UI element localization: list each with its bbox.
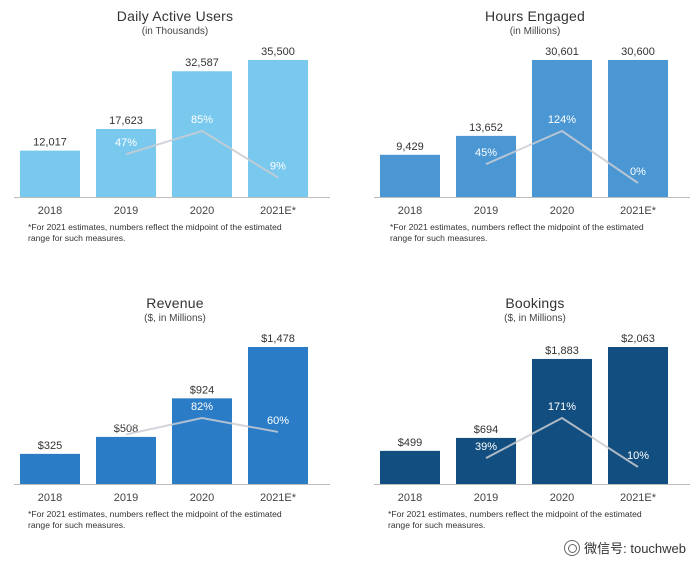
growth-label: 85%	[191, 114, 213, 126]
chart-panel-daily-active-users: Daily Active Users (in Thousands) 12,017…	[10, 0, 340, 270]
chart-footnote: *For 2021 estimates, numbers reflect the…	[28, 222, 328, 244]
bar-value-label: 9,429	[396, 141, 424, 153]
bar-value-label: $499	[398, 437, 422, 449]
bar-chart-svg: $499 2018 $694 2019 $1,883 2020 $2,063 2021E* 39…	[374, 333, 690, 504]
x-tick-label: 2018	[398, 205, 422, 217]
chart-footnote: *For 2021 estimates, numbers reflect the…	[388, 509, 688, 531]
bar-2018	[380, 154, 440, 197]
bar-value-label: $924	[190, 384, 214, 396]
x-tick-label: 2018	[38, 205, 62, 217]
x-tick-label: 2021E*	[260, 492, 297, 504]
x-tick-label: 2021E*	[260, 205, 297, 217]
growth-line	[125, 129, 279, 179]
watermark-text: 微信号: touchweb	[584, 541, 686, 556]
growth-label: 45%	[475, 147, 497, 159]
growth-line	[485, 416, 639, 468]
chart-panel-bookings: Bookings ($, in Millions) $499 2018 $694 20…	[370, 287, 700, 557]
bar-value-label: $508	[114, 423, 138, 435]
growth-label: 0%	[630, 166, 646, 178]
bar-value-label: 12,017	[33, 137, 67, 149]
bar-value-label: 30,600	[621, 46, 655, 58]
bar-value-label: 17,623	[109, 115, 143, 127]
bar-2019	[96, 436, 156, 484]
bar-2020	[172, 71, 232, 197]
chart-subtitle: (in Thousands)	[141, 26, 209, 37]
footnote-line-2: range for such measures.	[28, 233, 126, 243]
bar-2021E	[608, 347, 668, 484]
chart-footnote: *For 2021 estimates, numbers reflect the…	[28, 509, 328, 531]
footnote-line-2: range for such measures.	[388, 520, 486, 530]
bar-value-label: 32,587	[185, 57, 219, 69]
bar-2019	[456, 135, 516, 197]
x-tick-label: 2020	[190, 205, 214, 217]
growth-label: 9%	[270, 160, 286, 172]
chart-title: Daily Active Users	[116, 8, 234, 24]
chart-subtitle: (in Millions)	[509, 26, 561, 37]
chart-title: Hours Engaged	[485, 8, 585, 24]
x-tick-label: 2019	[114, 205, 138, 217]
chart-panel-hours-engaged: Hours Engaged (in Millions) 9,429 2018 13,…	[370, 0, 700, 270]
bar-2021E	[608, 60, 668, 197]
growth-label: 56%	[115, 417, 137, 429]
x-tick-label: 2018	[398, 492, 422, 504]
wechat-icon	[564, 539, 581, 556]
chart-subtitle: ($, in Millions)	[144, 313, 206, 324]
watermark: 微信号: touchweb	[564, 538, 686, 557]
bar-value-label: $1,478	[261, 333, 295, 345]
bar-chart-svg: 12,017 2018 17,623 2019 32,587 2020 35,500 2021…	[14, 46, 330, 217]
bar-2020	[532, 60, 592, 197]
bar-2018	[380, 450, 440, 484]
bar-value-label: 13,652	[469, 122, 503, 134]
growth-line	[485, 129, 639, 184]
growth-label: 171%	[548, 401, 576, 413]
footnote-line-1: *For 2021 estimates, numbers reflect the…	[390, 222, 644, 232]
footnote-line-1: *For 2021 estimates, numbers reflect the…	[28, 509, 282, 519]
chart-title: Bookings	[505, 295, 565, 311]
bar-value-label: 30,601	[545, 46, 579, 58]
growth-label: 10%	[627, 450, 649, 462]
x-tick-label: 2019	[474, 492, 498, 504]
x-tick-label: 2020	[550, 205, 574, 217]
growth-label: 60%	[267, 415, 289, 427]
x-tick-label: 2020	[550, 492, 574, 504]
footnote-line-1: *For 2021 estimates, numbers reflect the…	[388, 509, 642, 519]
growth-label: 47%	[115, 137, 137, 149]
bar-2020	[172, 398, 232, 484]
bar-2021E	[248, 60, 308, 197]
growth-line	[125, 416, 279, 436]
growth-label: 39%	[475, 441, 497, 453]
bar-2019	[96, 128, 156, 197]
bar-2021E	[248, 347, 308, 484]
footnote-line-2: range for such measures.	[28, 520, 126, 530]
bar-2019	[456, 437, 516, 484]
bar-2018	[20, 150, 80, 197]
bar-value-label: 35,500	[261, 46, 295, 58]
bar-chart-svg: $325 2018 $508 2019 $924 2020 $1,478 2021E* 56% 8…	[14, 333, 330, 504]
chart-title: Revenue	[146, 295, 204, 311]
footnote-line-2: range for such measures.	[390, 233, 488, 243]
chart-footnote: *For 2021 estimates, numbers reflect the…	[390, 222, 690, 244]
bar-value-label: $325	[38, 440, 62, 452]
bar-value-label: $1,883	[545, 345, 579, 357]
x-tick-label: 2019	[114, 492, 138, 504]
chart-subtitle: ($, in Millions)	[504, 313, 566, 324]
growth-label: 124%	[548, 114, 576, 126]
x-tick-label: 2019	[474, 205, 498, 217]
x-tick-label: 2021E*	[620, 492, 657, 504]
footnote-line-1: *For 2021 estimates, numbers reflect the…	[28, 222, 282, 232]
bar-value-label: $694	[474, 424, 498, 436]
bar-chart-svg: 9,429 2018 13,652 2019 30,601 2020 30,600 2021E…	[374, 46, 690, 217]
x-tick-label: 2020	[190, 492, 214, 504]
x-tick-label: 2018	[38, 492, 62, 504]
chart-panel-revenue: Revenue ($, in Millions) $325 2018 $508 201…	[10, 287, 340, 557]
bar-value-label: $2,063	[621, 333, 655, 345]
bar-2020	[532, 358, 592, 484]
x-tick-label: 2021E*	[620, 205, 657, 217]
growth-label: 82%	[191, 401, 213, 413]
bar-2018	[20, 453, 80, 484]
